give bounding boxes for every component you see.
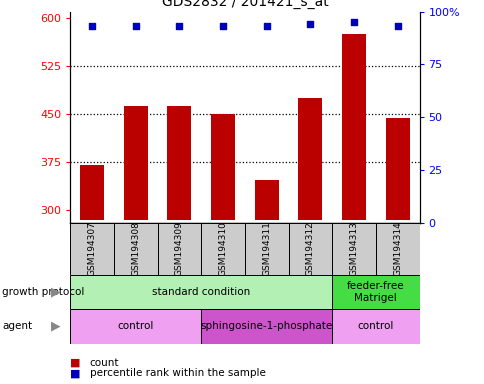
Bar [341,34,365,220]
Bar [80,165,104,220]
Text: GSM194307: GSM194307 [88,221,96,276]
Text: count: count [90,358,119,368]
Bar [157,223,201,275]
Text: sphingosine-1-phosphate: sphingosine-1-phosphate [200,321,332,331]
Bar [211,114,235,220]
Bar [70,309,201,344]
Text: GSM194309: GSM194309 [175,221,183,276]
Text: ▶: ▶ [51,320,60,333]
Bar [123,106,148,220]
Bar [201,223,244,275]
Point [306,21,314,27]
Bar [201,309,332,344]
Bar [167,106,191,220]
Point [219,23,227,30]
Text: percentile rank within the sample: percentile rank within the sample [90,368,265,378]
Point [132,23,139,30]
Point [393,23,401,30]
Point [349,19,357,25]
Text: control: control [117,321,153,331]
Bar [288,223,332,275]
Text: GSM194310: GSM194310 [218,221,227,276]
Bar [114,223,157,275]
Text: agent: agent [2,321,32,331]
Bar [70,223,114,275]
Bar [375,223,419,275]
Text: GSM194311: GSM194311 [262,221,271,276]
Title: GDS2832 / 201421_s_at: GDS2832 / 201421_s_at [161,0,328,9]
Text: ■: ■ [70,368,81,378]
Text: growth protocol: growth protocol [2,287,85,297]
Text: GSM194312: GSM194312 [305,221,314,276]
Bar [298,98,322,220]
Text: standard condition: standard condition [152,287,250,297]
Bar [244,223,288,275]
Text: ■: ■ [70,358,81,368]
Bar [332,223,375,275]
Bar [332,275,419,309]
Text: GSM194314: GSM194314 [393,221,401,276]
Bar [385,118,409,220]
Text: GSM194308: GSM194308 [131,221,140,276]
Point [175,23,183,30]
Text: ▶: ▶ [51,285,60,298]
Point [262,23,270,30]
Text: control: control [357,321,393,331]
Bar [254,180,278,220]
Bar [332,309,419,344]
Text: feeder-free
Matrigel: feeder-free Matrigel [347,281,404,303]
Point [88,23,96,30]
Bar [70,275,332,309]
Text: GSM194313: GSM194313 [349,221,358,276]
